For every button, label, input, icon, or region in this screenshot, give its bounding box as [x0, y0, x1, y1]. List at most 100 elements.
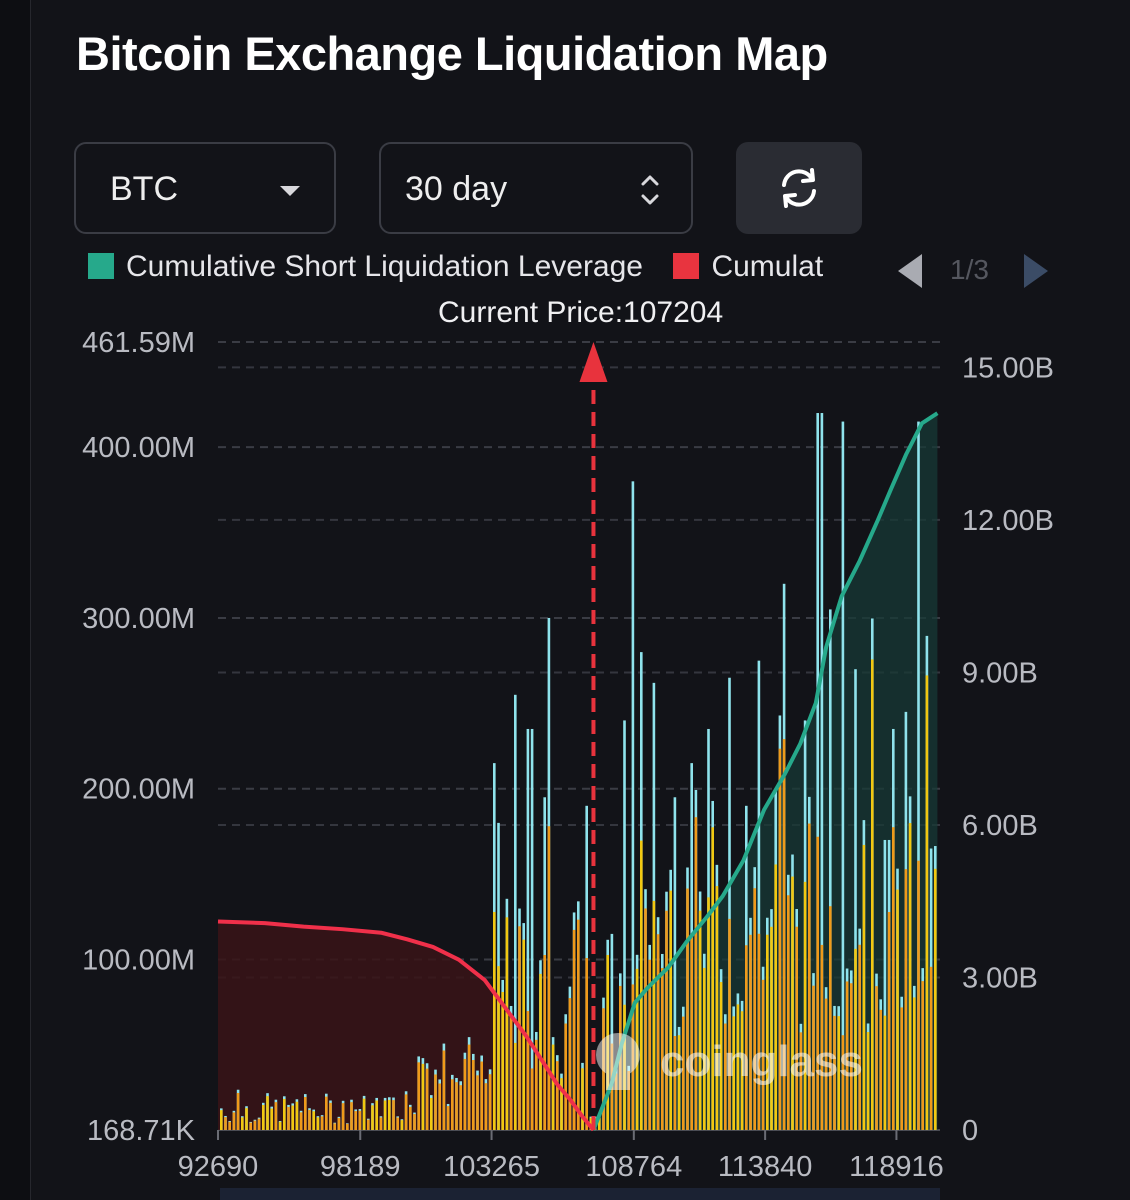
period-select[interactable]: 30 day — [379, 142, 693, 234]
x-tick-label: 108764 — [585, 1151, 682, 1183]
x-tick-label: 103265 — [443, 1151, 540, 1183]
liquidation-bar-cyan — [514, 694, 517, 1130]
prev-page-icon[interactable] — [898, 254, 922, 288]
liquidation-bar-orange — [808, 823, 811, 1130]
short-cumulative-line — [591, 411, 939, 1131]
refresh-icon — [782, 168, 816, 208]
liquidation-bar-orange — [854, 948, 857, 1130]
right-tick-label: 0 — [962, 1115, 978, 1147]
liquidation-bar-orange — [253, 1120, 257, 1130]
liquidation-bar-orange — [560, 1078, 563, 1130]
liquidation-bar-orange — [614, 1073, 618, 1130]
liquidation-bar-orange — [665, 910, 668, 1130]
up-down-icon — [641, 175, 659, 205]
liquidation-bar-orange — [362, 1098, 366, 1130]
next-page-icon[interactable] — [1024, 254, 1048, 288]
coin-select[interactable]: BTC — [74, 142, 336, 234]
liquidation-bar-orange — [715, 886, 719, 1130]
liquidation-bar-orange — [480, 1061, 483, 1130]
liquidation-bar-orange — [690, 933, 693, 1130]
liquidation-bar-orange — [463, 1058, 467, 1130]
liquidation-bar-orange — [421, 1063, 425, 1130]
range-slider-track[interactable] — [220, 1188, 940, 1200]
liquidation-bar-orange — [228, 1121, 231, 1130]
liquidation-bar-orange — [887, 912, 891, 1130]
liquidation-bar-orange — [409, 1106, 412, 1130]
liquidation-bar-orange — [892, 827, 895, 1130]
x-tick-label: 98189 — [320, 1151, 401, 1183]
right-tick-label: 3.00B — [962, 962, 1038, 994]
liquidation-bar-cyan — [841, 421, 845, 1131]
x-tick-label: 113840 — [718, 1151, 813, 1183]
liquidation-bar-orange — [862, 844, 866, 1130]
liquidation-bar-orange — [875, 986, 878, 1130]
liquidation-bar-orange — [572, 929, 576, 1130]
liquidation-bar-orange — [677, 1035, 681, 1130]
liquidation-bar-cyan — [820, 413, 824, 1131]
liquidation-bar-orange — [287, 1106, 290, 1130]
liquidation-bar-orange — [299, 1112, 303, 1130]
liquidation-bar-orange — [581, 1068, 584, 1130]
liquidation-bar-orange — [501, 991, 504, 1130]
liquidation-bar-orange — [787, 895, 790, 1130]
liquidation-bar-orange — [312, 1111, 315, 1130]
liquidation-bar-orange — [896, 889, 899, 1130]
liquidation-bar-orange — [400, 1120, 404, 1130]
refresh-button[interactable] — [736, 142, 862, 234]
liquidation-bar-orange — [539, 973, 542, 1130]
liquidation-bar-orange — [627, 1070, 630, 1130]
liquidation-bar-orange — [325, 1096, 328, 1130]
liquidation-bar-orange — [682, 1016, 685, 1130]
liquidation-bar-cyan — [829, 609, 832, 1130]
legend-item-short[interactable]: Cumulative Short Liquidation Leverage — [88, 250, 643, 284]
liquidation-bar-cyan — [757, 660, 761, 1130]
liquidation-bar-orange — [816, 836, 819, 1130]
liquidation-bar-orange — [908, 823, 912, 1130]
left-tick-label: 200.00M — [82, 774, 195, 806]
liquidation-bar-cyan — [728, 677, 731, 1130]
liquidation-bar-orange — [858, 944, 861, 1130]
liquidation-bar-orange — [413, 1113, 416, 1130]
liquidation-bar-orange — [577, 919, 580, 1130]
watermark-logo: coinglass — [660, 1037, 863, 1086]
liquidation-bar-orange — [417, 1062, 420, 1130]
liquidation-bar-orange — [278, 1121, 282, 1130]
right-tick-label: 6.00B — [962, 810, 1038, 842]
left-tick-label: 168.71K — [87, 1115, 196, 1147]
liquidation-bar-orange — [556, 1061, 559, 1130]
liquidation-bar-orange — [921, 981, 924, 1130]
legend-item-long[interactable]: Cumulat — [673, 250, 823, 284]
liquidation-bar-orange — [497, 966, 500, 1130]
liquidation-bar-orange — [774, 864, 777, 1130]
liquidation-bar-orange — [476, 1075, 479, 1130]
liquidation-bar-orange — [879, 1009, 882, 1130]
liquidation-bar-orange — [358, 1110, 362, 1130]
liquidation-bar-orange — [509, 1015, 513, 1130]
liquidation-bar-orange — [493, 911, 496, 1130]
liquidation-bar-orange — [316, 1117, 320, 1130]
long-cumulative-line — [217, 919, 596, 1132]
left-tick-label: 461.59M — [82, 327, 195, 359]
liquidation-bar-orange — [350, 1102, 353, 1130]
liquidation-bar-orange — [547, 826, 551, 1130]
liquidation-bar-orange — [707, 897, 710, 1130]
liquidation-bar-orange — [803, 881, 807, 1130]
liquidation-bar-orange — [283, 1098, 286, 1130]
liquidation-bar-orange — [736, 1004, 740, 1130]
liquidation-bar-orange — [383, 1100, 387, 1130]
liquidation-bar-orange — [257, 1118, 261, 1130]
liquidation-bar-orange — [266, 1096, 269, 1130]
liquidation-bar-orange — [795, 926, 798, 1130]
liquidation-bar-orange — [934, 868, 937, 1130]
legend-label-long: Cumulat — [711, 250, 824, 283]
liquidation-bar-orange — [824, 998, 828, 1130]
liquidation-bar-orange — [900, 1007, 903, 1130]
liquidation-bar-orange — [648, 959, 651, 1130]
liquidation-bar-orange — [484, 1083, 488, 1130]
liquidation-bar-orange — [236, 1092, 240, 1130]
liquidation-bar-orange — [728, 918, 731, 1130]
page-title: Bitcoin Exchange Liquidation Map — [76, 27, 828, 80]
liquidation-bar-orange — [841, 1035, 845, 1130]
liquidation-bar-orange — [262, 1105, 265, 1130]
